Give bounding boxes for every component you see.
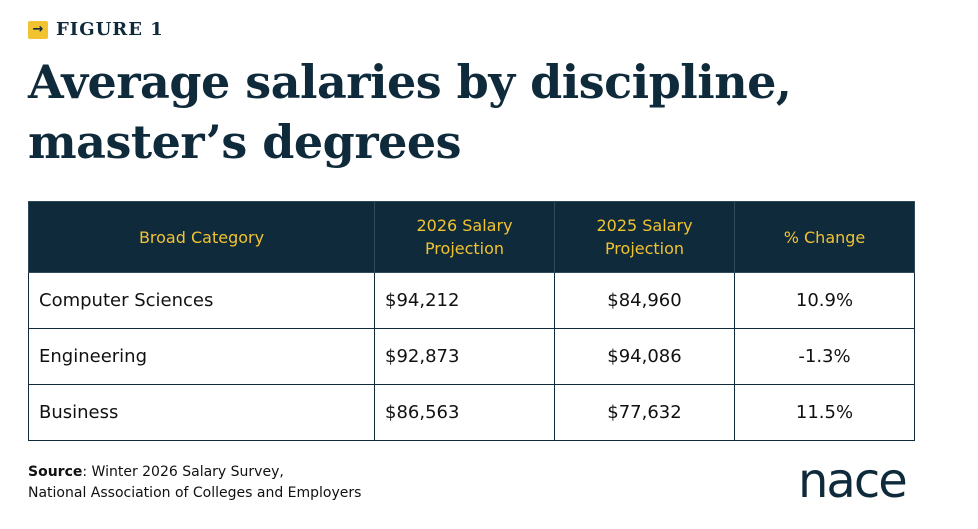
salary-2026-cell: $94,212 [374,272,555,329]
percent-change-cell: 10.9% [734,272,915,329]
arrow-right-icon: → [28,20,48,39]
source-line-2: National Association of Colleges and Emp… [28,485,362,501]
salary-2025-cell: $77,632 [554,384,735,441]
salary-2026-cell: $92,873 [374,328,555,385]
salary-table: Broad Category 2026 Salary Projection 20… [28,201,915,441]
source-line-1: Source: Winter 2026 Salary Survey, [28,462,361,483]
column-header-broad-category: Broad Category [28,201,375,273]
table-row: Computer Sciences $94,212 $84,960 10.9% [28,272,915,329]
percent-change-cell: -1.3% [734,328,915,385]
category-cell: Computer Sciences [28,272,375,329]
nace-logo: nace [798,453,908,509]
source-label: Source [28,464,83,480]
source-note: Source: Winter 2026 Salary Survey, Natio… [28,462,361,504]
table-row: Business $86,563 $77,632 11.5% [28,384,915,441]
page-title: Average salaries by discipline, master’s… [28,55,792,169]
column-header-2026-projection: 2026 Salary Projection [374,201,555,273]
figure-label: → FIGURE 1 [28,19,164,40]
figure-label-text: FIGURE 1 [56,19,164,40]
source-text: : Winter 2026 Salary Survey, [82,464,284,480]
category-cell: Engineering [28,328,375,385]
category-cell: Business [28,384,375,441]
percent-change-cell: 11.5% [734,384,915,441]
column-header-2025-projection: 2025 Salary Projection [554,201,735,273]
table-row: Engineering $92,873 $94,086 -1.3% [28,328,915,385]
salary-2026-cell: $86,563 [374,384,555,441]
salary-2025-cell: $84,960 [554,272,735,329]
column-header-percent-change: % Change [734,201,915,273]
table-header-row: Broad Category 2026 Salary Projection 20… [28,201,915,273]
salary-2025-cell: $94,086 [554,328,735,385]
